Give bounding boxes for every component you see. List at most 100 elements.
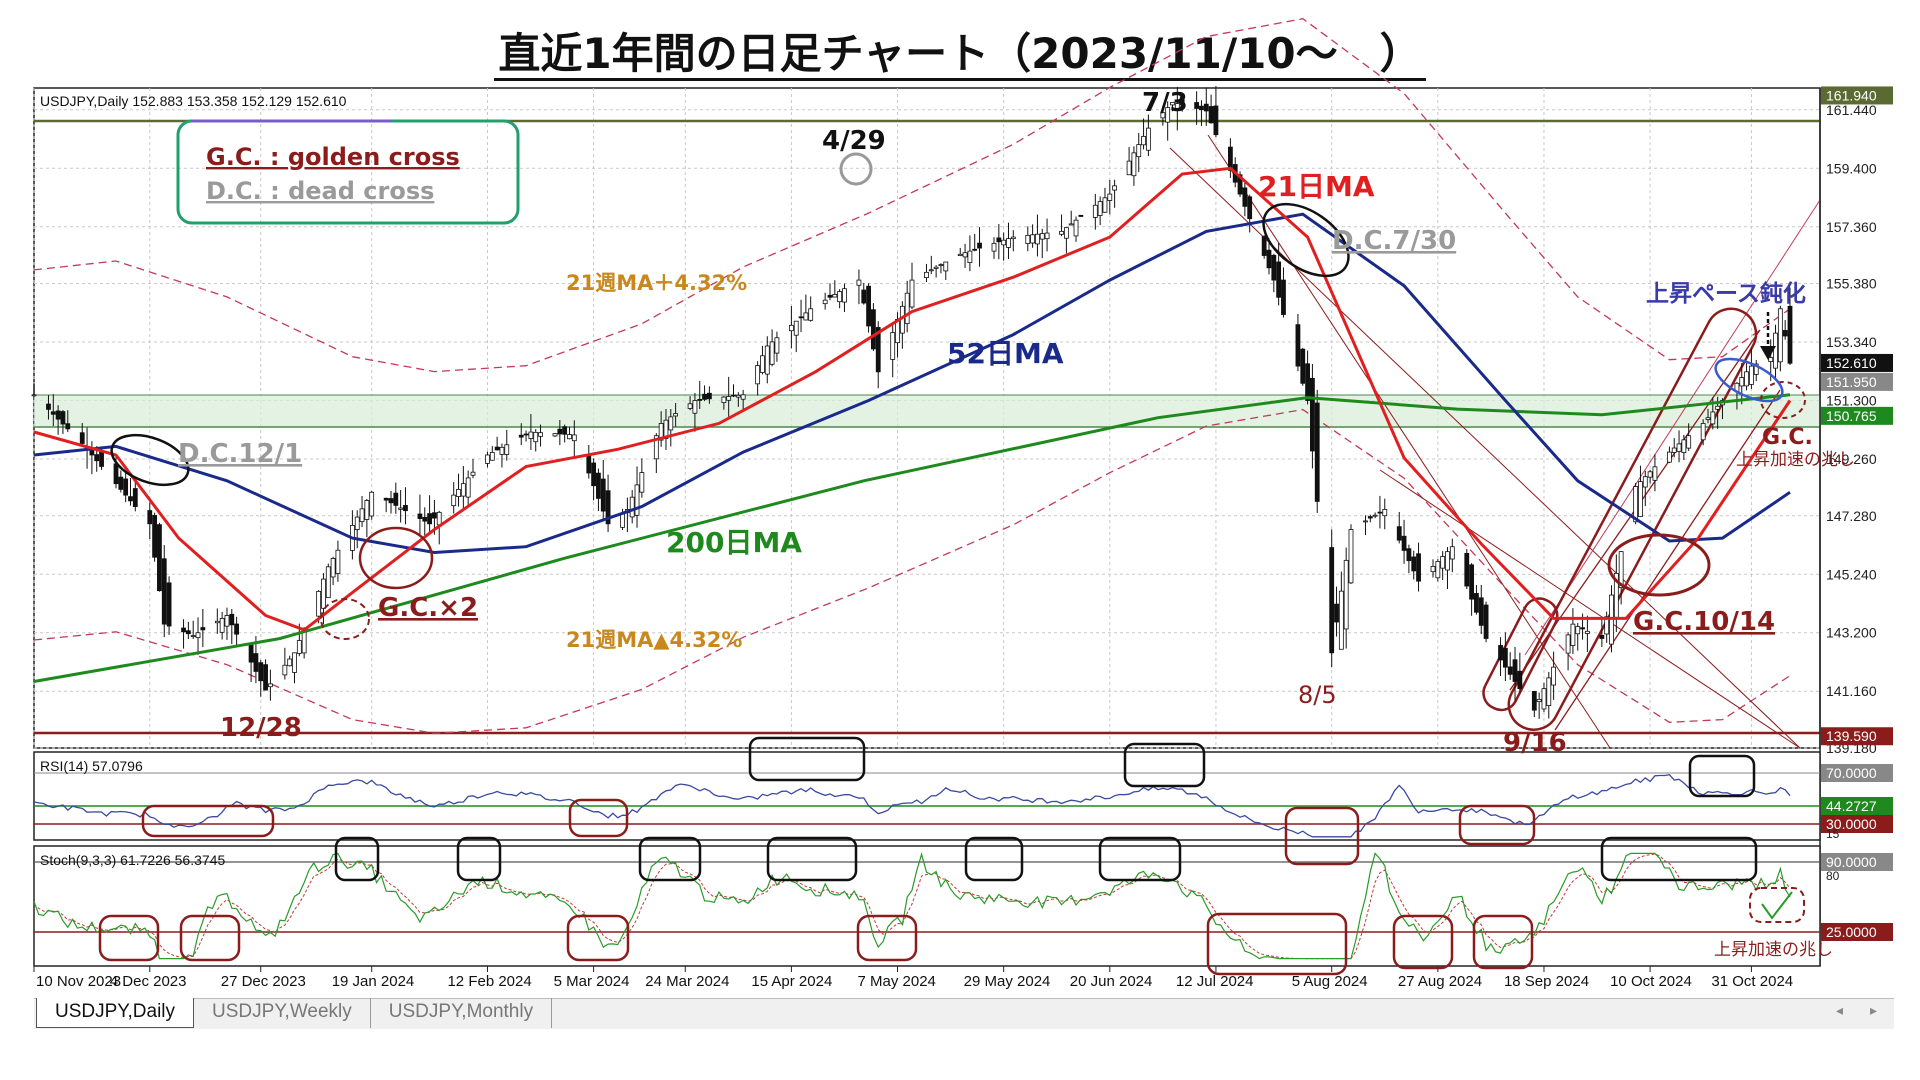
price-tick-label: 149.260	[1826, 451, 1877, 467]
candle-body	[1266, 249, 1272, 269]
label-band-lower: 21週MA▲4.32%	[566, 628, 742, 652]
candle-body	[499, 446, 505, 455]
candle-body	[808, 308, 814, 321]
candle-body	[1097, 201, 1103, 216]
candle-body	[393, 492, 399, 506]
candle-body	[803, 312, 809, 321]
candle-body	[31, 394, 37, 397]
candle-body	[1179, 97, 1185, 106]
candle-body	[1141, 135, 1146, 146]
candle-body	[692, 400, 698, 414]
candle-body	[890, 332, 896, 360]
candle-body	[1430, 565, 1436, 573]
label-gc-10-14: G.C.10/14	[1633, 607, 1775, 637]
stoch-pane: Stoch(9,3,3) 61.7226 56.3745	[33, 845, 1821, 967]
date-tick-label: 4 Dec 2023	[110, 973, 187, 990]
candle-body	[1575, 626, 1581, 635]
candle-body	[388, 498, 394, 504]
stoch-tag-label: 25.0000	[1826, 924, 1877, 940]
candle-body	[793, 320, 799, 336]
candle-body	[875, 327, 881, 373]
candle-body	[977, 242, 982, 249]
candle-body	[60, 411, 66, 425]
candle-body	[1035, 233, 1040, 245]
candle-body	[1749, 365, 1754, 385]
rsi-tag-box	[1821, 815, 1893, 833]
candle-body	[706, 392, 712, 400]
candle-body	[673, 413, 679, 417]
date-tick-label: 19 Jan 2024	[332, 973, 415, 990]
price-tag-box	[1821, 406, 1893, 425]
candle-body	[195, 632, 201, 639]
candle-body	[1469, 564, 1475, 600]
candle-body	[596, 472, 601, 499]
candle-body	[1483, 604, 1489, 639]
candle-body	[1584, 630, 1590, 634]
candle-body	[653, 435, 659, 460]
candle-body	[909, 279, 915, 308]
candle-body	[1753, 363, 1759, 375]
candle-body	[1449, 546, 1455, 560]
tab-usdjpy-weekly[interactable]: USDJPY,Weekly	[194, 998, 371, 1028]
candle-body	[436, 511, 442, 526]
candle-body	[721, 396, 727, 404]
tab-strip	[34, 998, 1894, 1029]
ma21-line	[33, 166, 1792, 632]
candle-body	[1638, 481, 1643, 517]
stoch-main-line	[33, 852, 1791, 960]
candle-body	[687, 403, 693, 409]
date-tick-label: 27 Aug 2024	[1398, 973, 1482, 990]
candle-body	[567, 434, 572, 440]
price-tick-label: 141.160	[1826, 683, 1877, 699]
candle-body	[562, 426, 568, 435]
candle-body	[1671, 447, 1677, 453]
rsi-tag-label: 44.2727	[1826, 798, 1877, 814]
candle-body	[866, 285, 871, 327]
candle-body	[485, 454, 490, 464]
candle-body	[432, 512, 437, 519]
candle-body	[1666, 451, 1672, 463]
candle-body	[1401, 535, 1407, 551]
candle-body	[1580, 627, 1585, 630]
ma200-line	[33, 393, 1791, 683]
tab-usdjpy-daily[interactable]: USDJPY,Daily	[36, 998, 195, 1028]
candle-body	[832, 294, 838, 298]
price-tag-box	[1821, 372, 1893, 391]
candle-body	[1044, 232, 1050, 240]
candle-body	[1406, 548, 1412, 562]
candle-body	[451, 494, 457, 507]
candle-body	[996, 237, 1002, 243]
channel-line	[1554, 389, 1781, 731]
candle-body	[943, 261, 949, 272]
rsi-tag-box	[1821, 764, 1893, 782]
tab-scroll-left-icon[interactable]: ◂	[1836, 1003, 1844, 1019]
candle-body	[1686, 435, 1692, 449]
candle-body	[904, 292, 910, 325]
price-tick-label: 143.200	[1826, 625, 1877, 641]
candle-body	[460, 483, 466, 497]
candle-body	[1295, 324, 1301, 367]
tab-scroll-right-icon[interactable]: ▸	[1870, 1003, 1878, 1019]
label-ma200: 200日MA	[666, 526, 802, 559]
candle-body	[760, 355, 765, 373]
candle-body	[1715, 405, 1721, 410]
candle-body	[1782, 330, 1788, 337]
candle-body	[1338, 590, 1344, 650]
candle-body	[1010, 236, 1016, 240]
candle-body	[1314, 402, 1320, 502]
tab-usdjpy-monthly[interactable]: USDJPY,Monthly	[371, 998, 553, 1028]
candle-body	[1372, 514, 1378, 517]
candle-body	[933, 266, 939, 269]
candle-body	[1102, 197, 1108, 213]
stoch-tag-box	[1821, 853, 1893, 871]
candle-body	[219, 618, 225, 633]
candle-body	[1203, 103, 1209, 112]
candle-body	[518, 434, 524, 438]
candle-body	[702, 393, 707, 400]
price-tag-mid: 151.950	[1826, 374, 1877, 390]
candle-body	[422, 516, 428, 522]
candle-body	[248, 644, 254, 663]
date-tick-label: 31 Oct 2024	[1711, 973, 1793, 990]
candle-body	[1705, 417, 1711, 421]
candle-body	[1006, 238, 1011, 248]
